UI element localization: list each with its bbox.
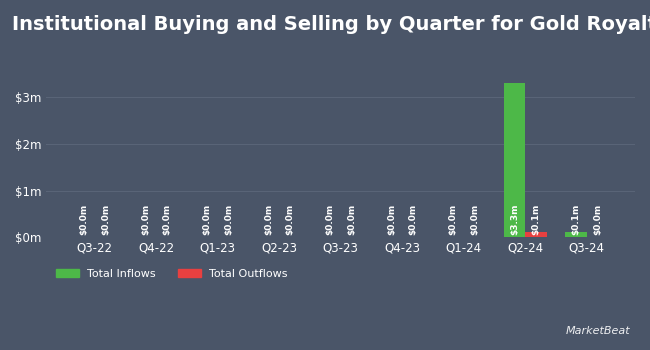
Bar [504, 83, 525, 237]
Text: $0.0m: $0.0m [326, 203, 334, 235]
Text: $0.0m: $0.0m [470, 203, 479, 235]
Text: $0.0m: $0.0m [202, 203, 211, 235]
Bar [566, 232, 587, 237]
Text: MarketBeat: MarketBeat [566, 326, 630, 336]
Legend: Total Inflows, Total Outflows: Total Inflows, Total Outflows [52, 265, 292, 284]
Text: $0.0m: $0.0m [141, 203, 150, 235]
Text: $0.0m: $0.0m [79, 203, 88, 235]
Text: $0.0m: $0.0m [264, 203, 273, 235]
Text: $0.1m: $0.1m [571, 203, 580, 235]
Text: $0.0m: $0.0m [347, 203, 356, 235]
Title: Institutional Buying and Selling by Quarter for Gold Royalty: Institutional Buying and Selling by Quar… [12, 15, 650, 34]
Text: $0.0m: $0.0m [408, 203, 417, 235]
Text: $0.0m: $0.0m [448, 203, 458, 235]
Text: $0.0m: $0.0m [593, 203, 602, 235]
Text: $0.0m: $0.0m [285, 203, 294, 235]
Text: $0.0m: $0.0m [387, 203, 396, 235]
Text: $0.1m: $0.1m [532, 203, 540, 235]
Text: $3.3m: $3.3m [510, 203, 519, 235]
Text: $0.0m: $0.0m [224, 203, 233, 235]
Bar [525, 232, 547, 237]
Text: $0.0m: $0.0m [101, 203, 110, 235]
Text: $0.0m: $0.0m [162, 203, 172, 235]
